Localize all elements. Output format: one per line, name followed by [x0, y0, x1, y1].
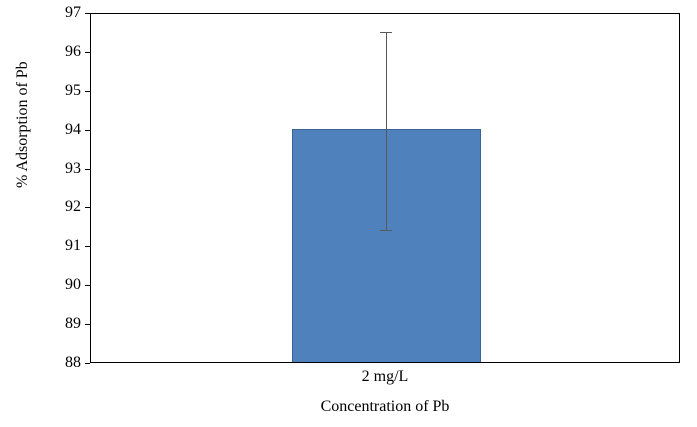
y-tick-mark — [85, 207, 90, 208]
y-tick-label: 96 — [65, 43, 81, 60]
y-tick-label: 89 — [65, 315, 81, 332]
y-tick-mark — [85, 363, 90, 364]
y-tick-mark — [85, 130, 90, 131]
y-tick-mark — [85, 91, 90, 92]
x-axis-title: Concentration of Pb — [320, 398, 450, 415]
y-tick-mark — [85, 13, 90, 14]
y-tick-label: 97 — [65, 4, 81, 21]
y-tick-label: 92 — [65, 198, 81, 215]
y-tick-mark — [85, 169, 90, 170]
error-bar-cap-bottom — [380, 230, 392, 231]
y-tick-label: 91 — [65, 237, 81, 254]
plot-area — [90, 13, 680, 363]
y-tick-mark — [85, 324, 90, 325]
y-tick-mark — [85, 285, 90, 286]
y-tick-label: 93 — [65, 160, 81, 177]
y-tick-label: 90 — [65, 276, 81, 293]
error-bar-line — [386, 32, 387, 230]
y-tick-mark — [85, 246, 90, 247]
y-tick-label: 88 — [65, 354, 81, 371]
y-tick-mark — [85, 52, 90, 53]
error-bar-cap-top — [380, 32, 392, 33]
x-tick-label: 2 mg/L — [361, 368, 409, 385]
y-tick-label: 95 — [65, 82, 81, 99]
y-tick-label: 94 — [65, 121, 81, 138]
